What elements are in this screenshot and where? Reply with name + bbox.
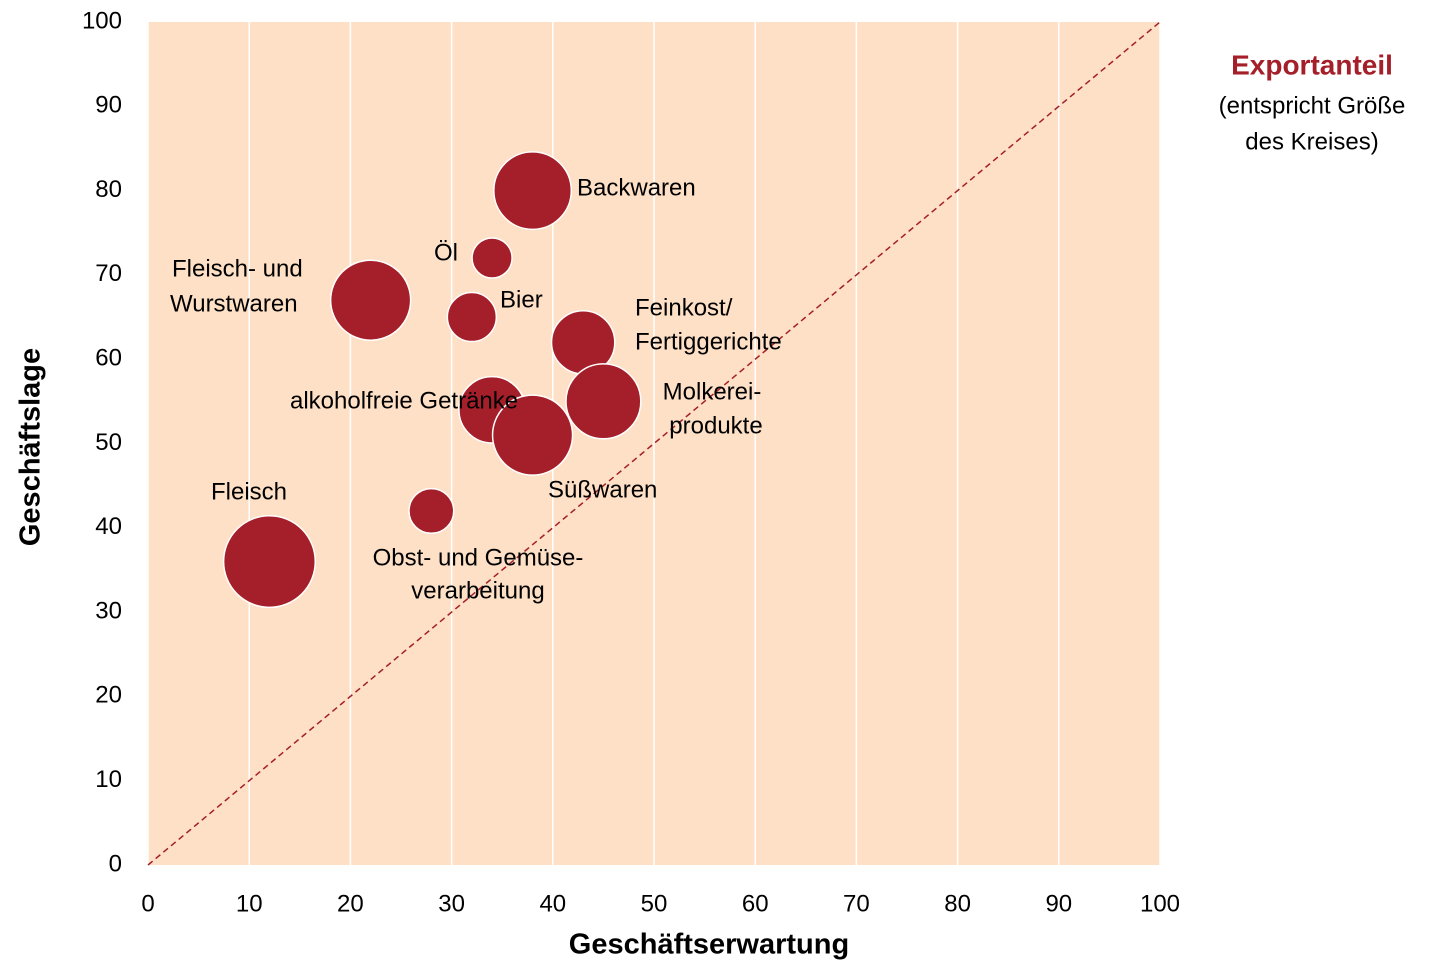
x-tick-label: 70 [843,890,870,917]
x-tick-label: 10 [236,890,263,917]
point-label: Obst- und Gemüse- [373,544,584,571]
x-tick-label: 100 [1140,890,1180,917]
point-label: Öl [434,239,458,266]
x-tick-label: 50 [641,890,668,917]
x-tick-label: 40 [539,890,566,917]
x-tick-label: 90 [1045,890,1072,917]
point-label: Feinkost/ [635,294,733,321]
point-label: alkoholfreie Getränke [290,387,518,414]
bubble [408,487,455,535]
x-tick-label: 30 [438,890,465,917]
bubble [446,291,498,343]
point-label: Fertiggerichte [635,328,782,355]
bubble [491,394,574,476]
bubble [565,363,642,440]
point-label: Fleisch [211,478,287,505]
bubble [493,151,573,231]
x-axis-title: Geschäftserwartung [569,929,849,961]
y-axis-title: Geschäftslage [15,348,47,546]
y-tick-label: 10 [95,766,122,793]
point-label: Wurstwaren [170,290,298,317]
point-label: Bier [500,286,543,313]
y-tick-label: 60 [95,345,122,372]
y-tick-label: 90 [95,92,122,119]
y-tick-label: 40 [95,513,122,540]
y-tick-label: 50 [95,429,122,456]
legend-title: Exportanteil [1231,49,1393,80]
bubble [471,237,513,279]
x-tick-label: 0 [141,890,154,917]
x-tick-label: 20 [337,890,364,917]
y-tick-label: 20 [95,682,122,709]
point-label: Backwaren [577,174,696,201]
x-tick-label: 60 [742,890,769,917]
point-label: verarbeitung [411,577,544,604]
legend-text: (entspricht Größe [1219,92,1406,119]
bubble [222,514,317,609]
point-label: produkte [669,412,762,439]
point-label: Fleisch- und [172,255,303,282]
point-label: Molkerei- [663,378,762,405]
y-tick-label: 100 [82,7,122,34]
point-label: Süßwaren [548,476,657,503]
x-tick-label: 80 [944,890,971,917]
y-tick-label: 80 [95,176,122,203]
bubble [329,259,412,341]
y-tick-label: 30 [95,597,122,624]
y-tick-label: 0 [109,850,122,877]
legend-text: des Kreises) [1245,128,1378,155]
y-tick-label: 70 [95,260,122,287]
